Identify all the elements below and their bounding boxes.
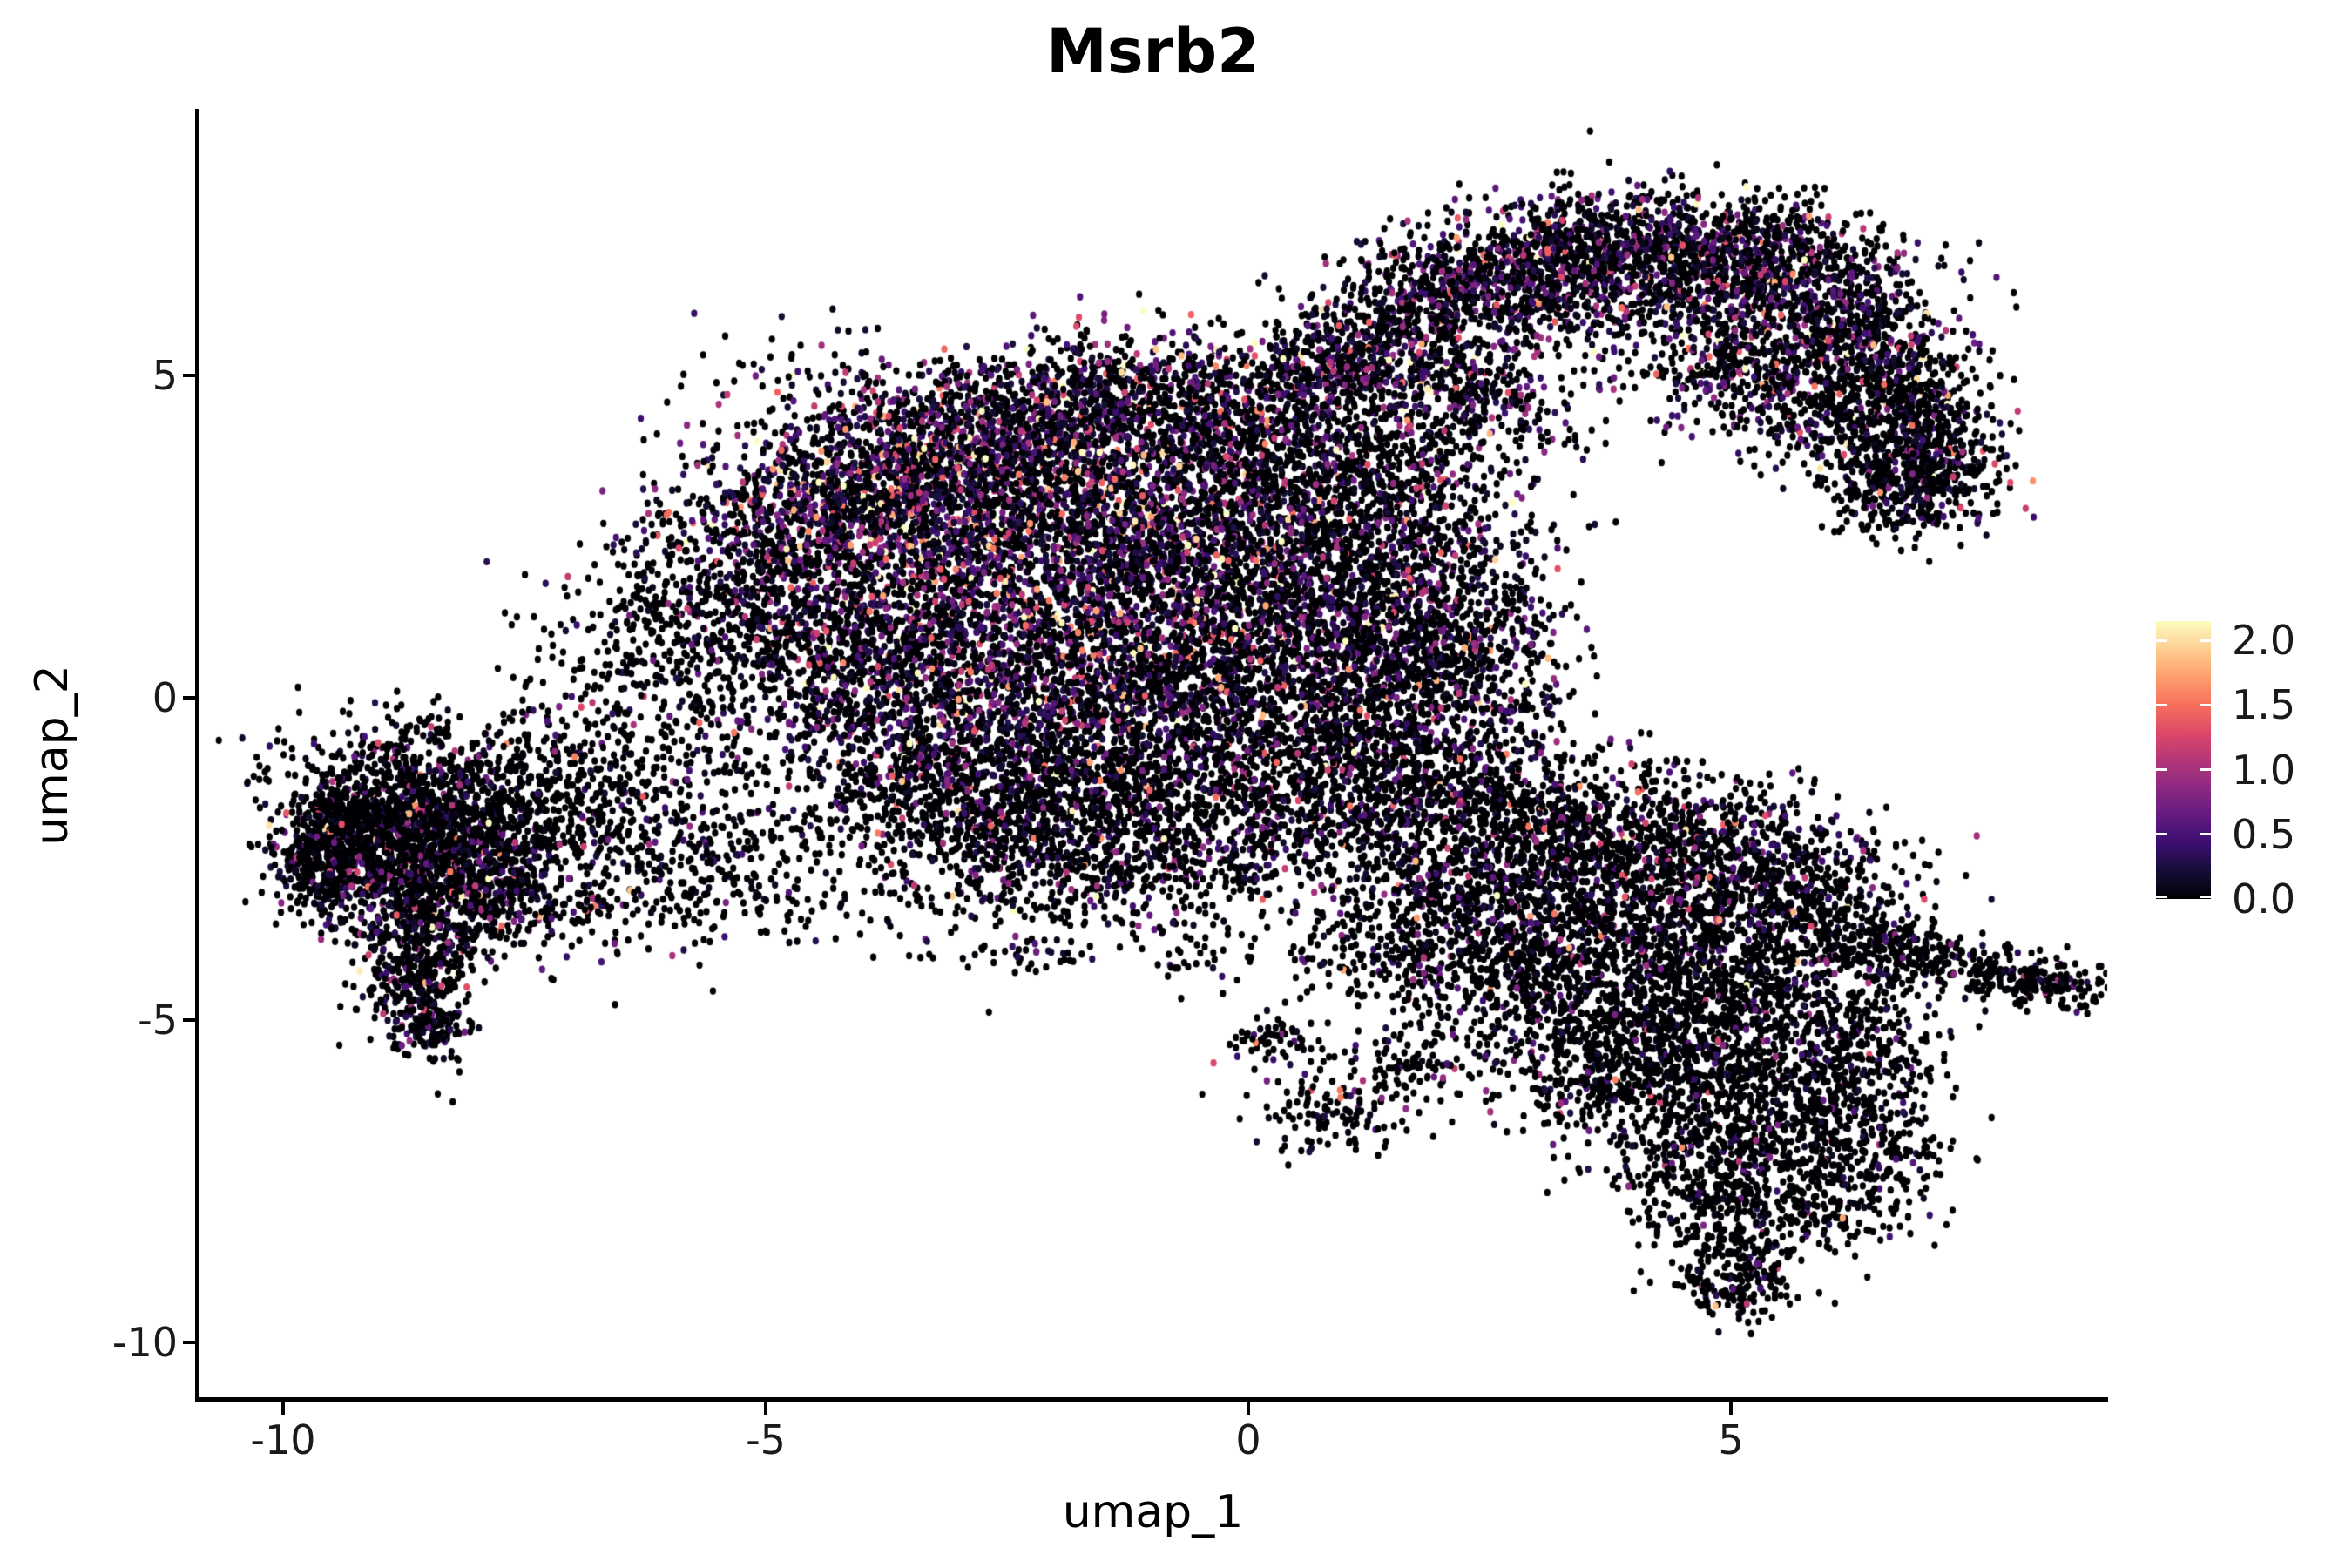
y-tick-label: -10	[112, 1319, 178, 1366]
colorbar-tick	[2156, 704, 2167, 706]
y-axis-title: umap_2	[26, 665, 78, 846]
y-tick-mark	[183, 1018, 196, 1022]
colorbar-label: 1.5	[2232, 681, 2296, 728]
colorbar-tick	[2200, 768, 2211, 771]
x-tick-mark	[764, 1402, 767, 1415]
x-axis-title: umap_1	[1062, 1486, 1244, 1538]
y-tick-label: -5	[138, 997, 178, 1044]
x-tick-mark	[1729, 1402, 1733, 1415]
y-axis-line	[195, 109, 199, 1402]
x-tick-mark	[281, 1402, 285, 1415]
x-tick-label: 5	[1718, 1416, 1744, 1463]
colorbar-tick	[2156, 768, 2167, 771]
colorbar-tick	[2156, 896, 2167, 898]
y-tick-label: 0	[152, 674, 178, 721]
colorbar-tick	[2156, 639, 2167, 642]
colorbar-tick	[2156, 833, 2167, 835]
colorbar-label: 0.0	[2232, 875, 2296, 923]
x-tick-label: -10	[250, 1416, 316, 1463]
x-tick-label: 0	[1235, 1416, 1261, 1463]
colorbar-tick	[2200, 704, 2211, 706]
colorbar-tick	[2200, 639, 2211, 642]
colorbar-label: 2.0	[2232, 617, 2296, 664]
x-tick-mark	[1247, 1402, 1250, 1415]
colorbar-gradient	[2156, 621, 2211, 899]
y-tick-mark	[183, 374, 196, 377]
colorbar-tick	[2200, 896, 2211, 898]
y-tick-label: 5	[152, 352, 178, 399]
colorbar-label: 1.0	[2232, 747, 2296, 794]
colorbar-tick	[2200, 833, 2211, 835]
x-tick-label: -5	[746, 1416, 786, 1463]
colorbar-label: 0.5	[2232, 811, 2296, 858]
x-axis-line	[195, 1397, 2108, 1402]
y-tick-mark	[183, 1341, 196, 1344]
y-tick-mark	[183, 696, 196, 700]
